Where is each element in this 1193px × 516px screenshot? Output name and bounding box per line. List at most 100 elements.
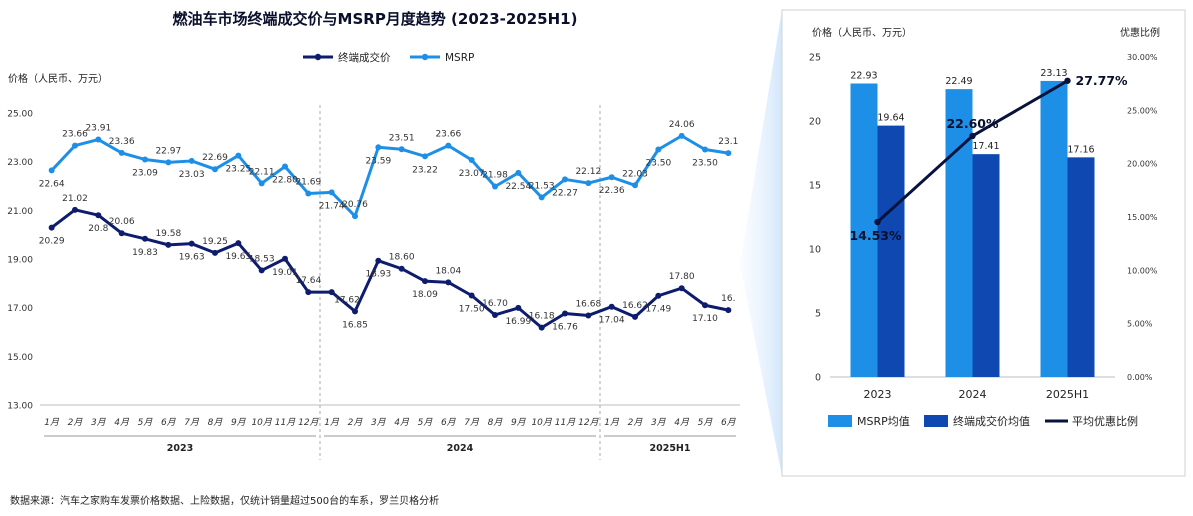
right-x-tick-label: 2023 xyxy=(864,388,892,401)
msrp-point xyxy=(515,169,522,176)
deal-data-label: 17.50 xyxy=(459,305,485,315)
deal-avg-bar xyxy=(972,154,1000,377)
deal-point xyxy=(445,279,452,286)
x-tick-label: 8月 xyxy=(208,417,224,428)
deal-data-label: 16. xyxy=(721,294,735,304)
funnel-shape xyxy=(740,10,782,476)
deal-data-label: 16.70 xyxy=(482,299,508,309)
deal-data-label: 19.25 xyxy=(202,237,228,247)
source-note: 数据来源：汽车之家购车发票价格数据、上险数据，仅统计销量超过500台的车系，罗兰… xyxy=(10,496,440,507)
deal-avg-bar xyxy=(877,125,905,377)
deal-point xyxy=(375,257,382,264)
right-y2-axis-label: 优惠比例 xyxy=(1120,26,1160,39)
msrp-point xyxy=(235,152,242,159)
msrp-data-label: 22.54 xyxy=(505,182,531,192)
msrp-data-label: 23.07 xyxy=(459,169,485,179)
x-tick-label: 3月 xyxy=(371,417,387,428)
right-y-tick-label: 20 xyxy=(809,117,821,128)
deal-data-label: 18.09 xyxy=(412,290,438,300)
msrp-point xyxy=(445,142,452,149)
y-tick-label: 13.00 xyxy=(7,402,33,412)
right-x-tick-label: 2024 xyxy=(959,388,987,401)
msrp-avg-label: 22.49 xyxy=(945,76,972,87)
deal-point xyxy=(48,224,55,231)
deal-point xyxy=(165,241,172,248)
deal-data-label: 18.53 xyxy=(249,254,275,264)
deal-line xyxy=(50,208,729,330)
x-tick-label: 10月 xyxy=(531,417,552,428)
deal-point xyxy=(282,255,288,262)
msrp-avg-bar xyxy=(945,89,973,378)
deal-point xyxy=(212,249,218,256)
deal-data-label: 17.10 xyxy=(692,314,718,324)
group-label: 2024 xyxy=(447,443,474,454)
discount-ratio-point xyxy=(874,218,881,226)
x-tick-label: 4月 xyxy=(114,417,130,428)
x-tick-label: 5月 xyxy=(138,417,154,428)
msrp-point xyxy=(165,159,172,166)
annual-average-chart: 价格（人民币、万元） 优惠比例 0 5 10 15 20 25 0.00% 5.00% 10.00%… xyxy=(781,9,1186,477)
msrp-point xyxy=(72,142,78,149)
msrp-avg-label: 23.13 xyxy=(1040,68,1067,79)
deal-data-label: 19.83 xyxy=(132,248,158,258)
right-y2-tick-label: 10.00% xyxy=(1127,266,1158,275)
y-tick-label: 17.00 xyxy=(7,304,33,314)
deal-point xyxy=(352,308,358,315)
deal-point xyxy=(608,303,615,310)
legend-msrp-avg-label: MSRP均值 xyxy=(857,415,910,428)
deal-data-label: 21.02 xyxy=(62,194,88,204)
x-tick-label: 6月 xyxy=(441,417,457,428)
legend-ratio-label: 平均优惠比例 xyxy=(1072,414,1138,428)
deal-point xyxy=(72,206,78,213)
deal-point xyxy=(468,292,475,299)
msrp-point xyxy=(188,157,195,164)
msrp-avg-label: 22.93 xyxy=(850,70,877,81)
discount-ratio-point xyxy=(1064,77,1071,84)
y-tick-label: 25.00 xyxy=(7,110,33,120)
deal-data-label: 19.63 xyxy=(179,253,205,263)
right-y2-tick-label: 20.00% xyxy=(1127,160,1158,169)
deal-avg-bar xyxy=(1067,157,1095,377)
group-label: 2023 xyxy=(167,443,193,454)
x-tick-label: 10月 xyxy=(251,417,272,428)
deal-point xyxy=(118,230,125,237)
deal-point xyxy=(632,313,638,320)
msrp-data-label: 23.22 xyxy=(412,165,438,175)
msrp-data-label: 22.11 xyxy=(249,167,275,177)
discount-ratio-label: 22.60% xyxy=(946,116,999,131)
msrp-point xyxy=(352,213,358,220)
x-tick-label: 5月 xyxy=(698,417,714,428)
msrp-point xyxy=(562,176,568,183)
y-tick-label: 15.00 xyxy=(7,353,33,363)
x-tick-label: 9月 xyxy=(231,417,247,428)
discount-ratio-label: 14.53% xyxy=(849,228,902,243)
msrp-line xyxy=(50,134,729,218)
msrp-point xyxy=(282,163,288,170)
msrp-point xyxy=(118,149,125,156)
x-tick-label: 3月 xyxy=(91,417,107,428)
deal-data-label: 20.8 xyxy=(88,224,108,234)
x-tick-label: 12月 xyxy=(298,417,319,428)
right-y-tick-label: 15 xyxy=(809,181,821,192)
deal-point xyxy=(585,312,592,319)
deal-data-label: 16.99 xyxy=(505,317,531,327)
group-label: 2025H1 xyxy=(649,443,690,454)
legend-msrp-avg-swatch xyxy=(828,415,852,427)
msrp-point xyxy=(492,183,498,190)
msrp-point xyxy=(632,182,638,189)
msrp-point xyxy=(608,174,615,181)
deal-data-label: 17.04 xyxy=(599,316,625,326)
msrp-data-label: 22.64 xyxy=(39,179,65,189)
chart-title: 燃油车市场终端成交价与MSRP月度趋势 (2023-2025H1) xyxy=(173,10,578,28)
x-tick-label: 7月 xyxy=(464,417,480,428)
deal-data-label: 16.68 xyxy=(575,299,601,309)
msrp-point xyxy=(142,156,148,163)
deal-data-label: 19.58 xyxy=(155,229,181,239)
deal-data-label: 18.60 xyxy=(389,253,415,263)
right-x-tick-label: 2025H1 xyxy=(1046,388,1089,401)
deal-avg-label: 17.16 xyxy=(1067,144,1094,155)
deal-data-label: 19.01 xyxy=(272,268,298,278)
y-tick-label: 19.00 xyxy=(7,256,33,266)
